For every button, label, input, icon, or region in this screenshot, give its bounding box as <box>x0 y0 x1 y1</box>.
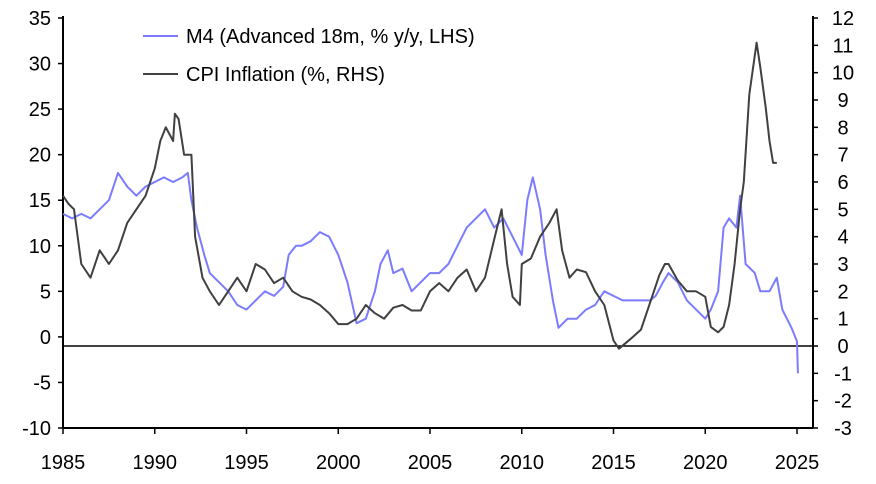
left-tick-label: 5 <box>40 281 51 303</box>
m4-series-line <box>62 171 799 374</box>
right-tick-label: -2 <box>834 391 852 413</box>
x-tick-label: 2025 <box>775 452 820 474</box>
x-tick-label: 1985 <box>41 452 86 474</box>
right-tick-label: 1 <box>837 309 848 331</box>
right-tick-label: 5 <box>837 199 848 221</box>
left-tick-label: -5 <box>33 372 51 394</box>
left-tick-label: 20 <box>29 145 51 167</box>
right-tick-label: 4 <box>837 227 848 249</box>
right-tick-label: -3 <box>834 418 852 440</box>
right-tick-label: 8 <box>837 117 848 139</box>
x-tick-label: 2000 <box>316 452 361 474</box>
x-tick-label: 1995 <box>224 452 269 474</box>
left-tick-label: 10 <box>29 236 51 258</box>
x-tick-label: 2020 <box>683 452 728 474</box>
left-tick-label: 25 <box>29 99 51 121</box>
legend: M4 (Advanced 18m, % y/y, LHS) CPI Inflat… <box>143 26 475 86</box>
x-tick-label: 2015 <box>591 452 636 474</box>
left-tick-label: 15 <box>29 190 51 212</box>
right-tick-label: 11 <box>833 35 854 57</box>
left-tick-label: 0 <box>40 327 51 349</box>
x-tick-label: 1990 <box>133 452 178 474</box>
left-tick-label: 30 <box>29 54 51 76</box>
legend-label-m4: M4 (Advanced 18m, % y/y, LHS) <box>186 26 475 48</box>
x-tick-label: 2010 <box>500 452 545 474</box>
x-tick-label: 2005 <box>408 452 453 474</box>
right-tick-label: 3 <box>837 254 848 276</box>
right-tick-label: 2 <box>837 281 848 303</box>
right-tick-label: 9 <box>837 90 848 112</box>
legend-label-cpi: CPI Inflation (%, RHS) <box>186 64 385 86</box>
left-tick-label: -10 <box>22 418 51 440</box>
right-tick-label: 10 <box>832 63 854 85</box>
cpi-series-line <box>62 41 777 350</box>
axes: -10-505101520253035-3-2-1012345678910111… <box>22 8 854 474</box>
right-tick-label: 7 <box>837 145 848 167</box>
right-tick-label: 12 <box>832 8 854 30</box>
right-tick-label: 6 <box>837 172 848 194</box>
left-tick-label: 35 <box>29 8 51 30</box>
series-group <box>62 41 799 374</box>
right-tick-label: 0 <box>837 336 848 358</box>
right-tick-label: -1 <box>834 363 852 385</box>
